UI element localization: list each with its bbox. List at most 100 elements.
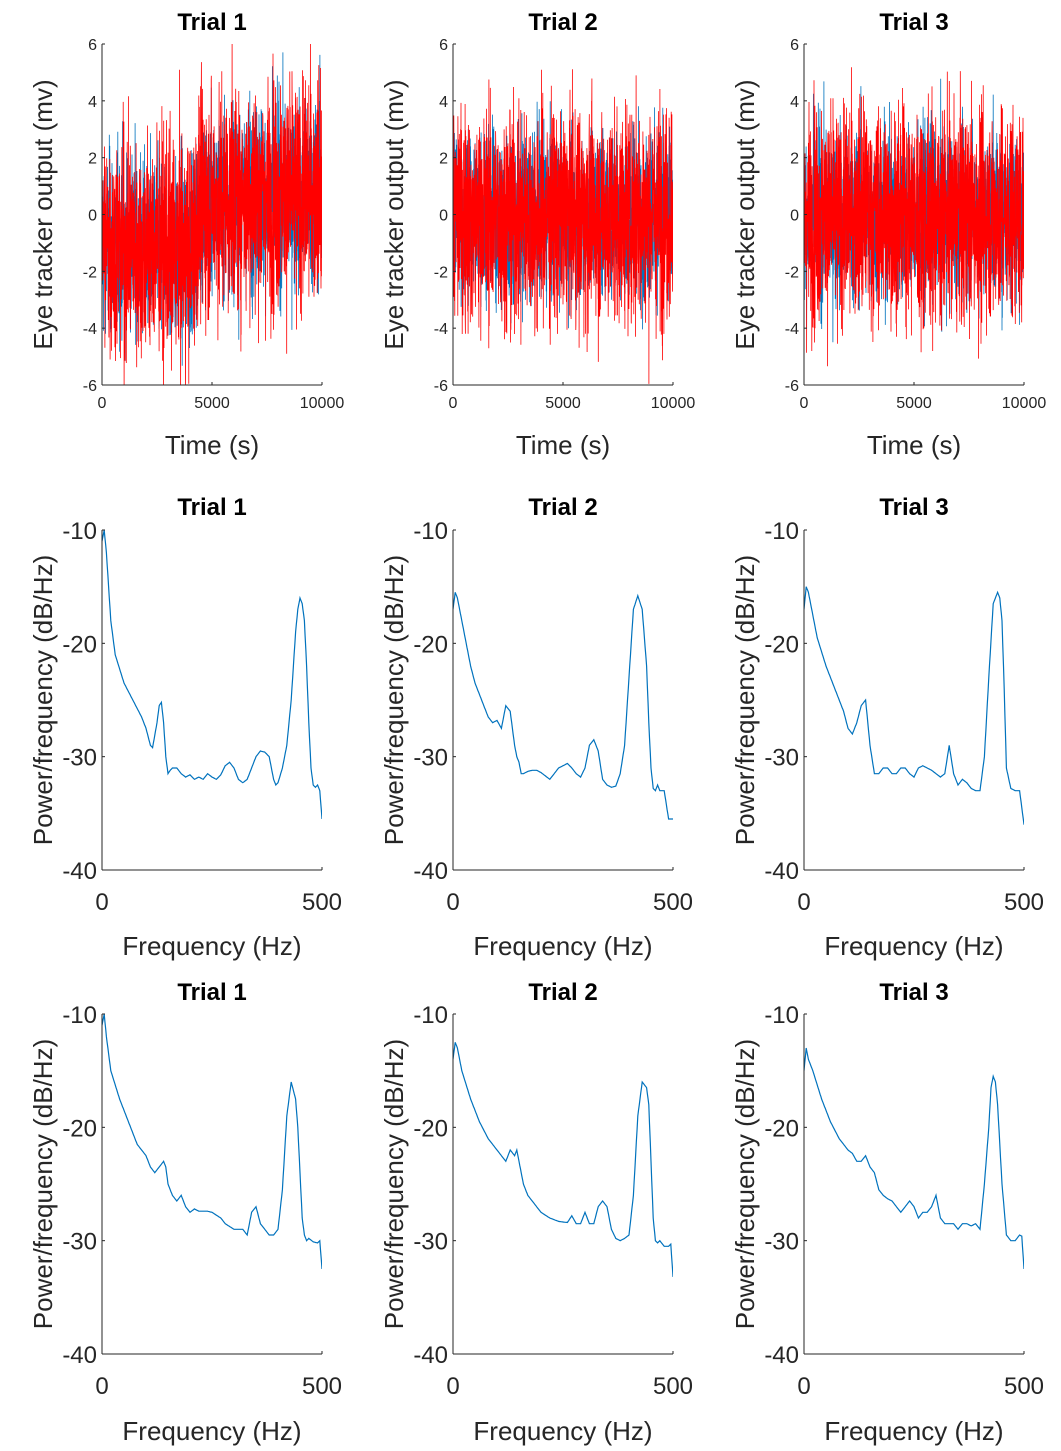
x-tick-label: 0 xyxy=(95,889,108,916)
x-axis-label: Frequency (Hz) xyxy=(473,931,652,961)
plot-area xyxy=(804,67,1024,367)
y-tick-label: -30 xyxy=(413,1229,448,1256)
x-tick-label: 0 xyxy=(797,889,810,916)
y-tick-label: 2 xyxy=(88,151,97,168)
series-line-2 xyxy=(453,69,673,384)
x-tick-label: 10000 xyxy=(1002,395,1047,412)
y-tick-label: -20 xyxy=(764,1115,799,1142)
series-line-2 xyxy=(102,44,322,385)
y-tick-label: -4 xyxy=(785,321,799,338)
y-tick-label: -10 xyxy=(764,518,799,545)
y-axis-label: Power/frequency (dB/Hz) xyxy=(379,555,409,845)
y-tick-label: -20 xyxy=(413,1115,448,1142)
y-axis-label: Power/frequency (dB/Hz) xyxy=(28,1039,58,1329)
chart-title: Trial 1 xyxy=(177,494,246,521)
chart-title: Trial 3 xyxy=(879,494,948,521)
x-tick-label: 10000 xyxy=(651,395,696,412)
y-tick-label: 4 xyxy=(439,94,448,111)
chart-title: Trial 1 xyxy=(177,9,246,36)
plot-area xyxy=(453,1042,673,1277)
x-tick-label: 0 xyxy=(797,1373,810,1400)
x-tick-label: 500 xyxy=(653,1373,693,1400)
series-line-1 xyxy=(102,1014,322,1270)
y-tick-label: -30 xyxy=(62,745,97,772)
chart-panel-4: 0 500 -40 -30 -20 -10 Trial 1 Frequency (Hz) Pow… xyxy=(28,494,342,961)
plot-area xyxy=(453,69,673,384)
y-tick-label: 2 xyxy=(439,151,448,168)
plot-area xyxy=(102,530,322,820)
chart-title: Trial 2 xyxy=(528,979,597,1006)
y-tick-label: -40 xyxy=(764,858,799,885)
y-axis-label: Power/frequency (dB/Hz) xyxy=(379,1039,409,1329)
y-tick-label: -6 xyxy=(785,378,799,395)
x-tick-label: 5000 xyxy=(194,395,230,412)
x-tick-label: 5000 xyxy=(545,395,581,412)
y-tick-label: -30 xyxy=(764,1229,799,1256)
series-line-1 xyxy=(804,586,1024,825)
x-tick-label: 0 xyxy=(800,395,809,412)
y-tick-label: -2 xyxy=(785,264,799,281)
y-tick-label: -10 xyxy=(62,1002,97,1029)
y-axis-label: Power/frequency (dB/Hz) xyxy=(730,1039,760,1329)
x-axis-label: Frequency (Hz) xyxy=(122,931,301,961)
chart-panel-8: 0 500 -40 -30 -20 -10 Trial 2 Frequency (Hz) Pow… xyxy=(379,979,693,1446)
y-tick-label: 4 xyxy=(88,94,97,111)
y-tick-label: -2 xyxy=(434,264,448,281)
y-tick-label: -2 xyxy=(83,264,97,281)
y-tick-label: 6 xyxy=(439,37,448,54)
x-axis-label: Frequency (Hz) xyxy=(122,1416,301,1446)
y-tick-label: -6 xyxy=(434,378,448,395)
y-tick-label: -40 xyxy=(62,858,97,885)
y-tick-label: -20 xyxy=(764,631,799,658)
series-line-1 xyxy=(453,592,673,820)
x-axis-label: Time (s) xyxy=(516,430,610,460)
x-tick-label: 500 xyxy=(653,889,693,916)
y-tick-label: -30 xyxy=(62,1229,97,1256)
series-line-1 xyxy=(804,1047,1024,1270)
y-tick-label: -40 xyxy=(413,858,448,885)
chart-panel-9: 0 500 -40 -30 -20 -10 Trial 3 Frequency (Hz) Pow… xyxy=(730,979,1044,1446)
y-tick-label: 0 xyxy=(439,208,448,225)
y-tick-label: 0 xyxy=(88,208,97,225)
x-axis-label: Time (s) xyxy=(867,430,961,460)
x-axis-label: Frequency (Hz) xyxy=(824,1416,1003,1446)
x-tick-label: 0 xyxy=(95,1373,108,1400)
y-tick-label: -10 xyxy=(62,518,97,545)
chart-title: Trial 3 xyxy=(879,979,948,1006)
plot-area xyxy=(453,592,673,820)
y-tick-label: -6 xyxy=(83,378,97,395)
y-tick-label: -20 xyxy=(413,631,448,658)
y-axis-label: Power/frequency (dB/Hz) xyxy=(28,555,58,845)
series-line-1 xyxy=(102,530,322,820)
y-tick-label: -40 xyxy=(62,1342,97,1369)
y-tick-label: -30 xyxy=(764,745,799,772)
chart-panel-3: 0 5000 10000 -6 -4 -2 0 2 4 6 Trial 3 Time (s) Eye t… xyxy=(730,9,1046,460)
x-tick-label: 0 xyxy=(446,1373,459,1400)
y-tick-label: -4 xyxy=(434,321,448,338)
y-tick-label: 4 xyxy=(790,94,799,111)
y-tick-label: -10 xyxy=(413,518,448,545)
series-line-1 xyxy=(453,1042,673,1277)
x-tick-label: 0 xyxy=(98,395,107,412)
chart-panel-1: 0 5000 10000 -6 -4 -2 0 2 4 6 Trial 1 Time (s) Eye t… xyxy=(28,9,344,460)
chart-panel-5: 0 500 -40 -30 -20 -10 Trial 2 Frequency (Hz) Pow… xyxy=(379,494,693,961)
x-axis-label: Frequency (Hz) xyxy=(473,1416,652,1446)
y-tick-label: 0 xyxy=(790,208,799,225)
x-axis-label: Frequency (Hz) xyxy=(824,931,1003,961)
y-tick-label: -20 xyxy=(62,1115,97,1142)
chart-panel-6: 0 500 -40 -30 -20 -10 Trial 3 Frequency (Hz) Pow… xyxy=(730,494,1044,961)
chart-title: Trial 2 xyxy=(528,494,597,521)
y-tick-label: -10 xyxy=(413,1002,448,1029)
x-axis-label: Time (s) xyxy=(165,430,259,460)
chart-title: Trial 2 xyxy=(528,9,597,36)
y-tick-label: -10 xyxy=(764,1002,799,1029)
x-tick-label: 10000 xyxy=(300,395,345,412)
x-tick-label: 500 xyxy=(302,1373,342,1400)
x-tick-label: 0 xyxy=(449,395,458,412)
x-tick-label: 500 xyxy=(302,889,342,916)
y-tick-label: -20 xyxy=(62,631,97,658)
y-tick-label: -40 xyxy=(413,1342,448,1369)
y-tick-label: 2 xyxy=(790,151,799,168)
plot-area xyxy=(102,1014,322,1270)
